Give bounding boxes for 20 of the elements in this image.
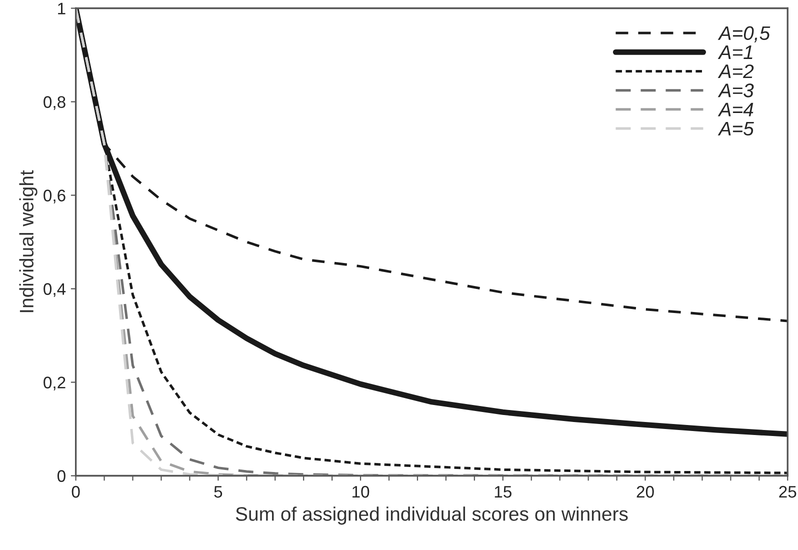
legend-label: A=3 xyxy=(718,84,754,98)
x-axis-title: Sum of assigned individual scores on winners xyxy=(236,506,628,525)
y-tick-label: 0,8 xyxy=(44,96,66,110)
legend-label: A=5 xyxy=(718,122,754,136)
legend-label: A=4 xyxy=(718,102,754,116)
legend-label: A=1 xyxy=(718,46,752,59)
y-tick-label: 0,4 xyxy=(44,283,66,297)
y-tick-label: 0,2 xyxy=(44,376,66,390)
y-tick-label: 0,6 xyxy=(44,190,66,204)
legend-label: A=0,5 xyxy=(718,26,770,42)
legend-label: A=2 xyxy=(718,64,754,78)
y-tick-label: 1 xyxy=(58,2,66,14)
x-tick-label: 5 xyxy=(214,486,222,498)
y-axis-title: Individual weight xyxy=(19,170,38,312)
x-tick-label: 20 xyxy=(636,486,654,498)
x-tick-label: 15 xyxy=(494,486,512,498)
x-tick-label: 10 xyxy=(352,486,370,498)
x-tick-label: 0 xyxy=(72,486,80,498)
y-tick-label: 0 xyxy=(57,470,66,482)
x-tick-label: 25 xyxy=(779,486,796,498)
